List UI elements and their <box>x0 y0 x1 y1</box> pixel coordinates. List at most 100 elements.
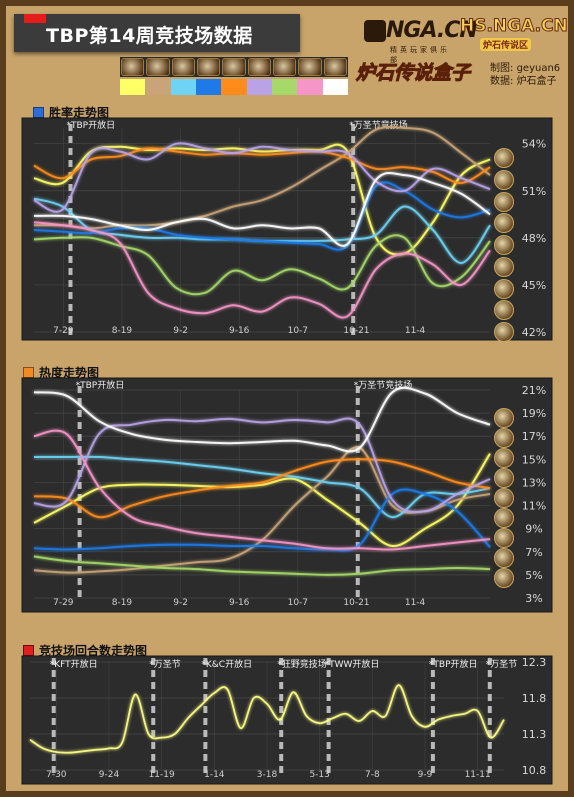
winrate-y-tick: 48% <box>522 232 546 245</box>
rounds-annotation-label: *万圣节 <box>486 659 518 670</box>
rounds-y-tick: 11.8 <box>522 692 547 705</box>
warrior-icon <box>494 568 514 588</box>
rounds-annotation-label: *万圣节 <box>149 659 181 670</box>
winrate-series-line-7 <box>33 234 491 296</box>
popularity-x-tick: 11-4 <box>405 598 426 608</box>
mage-icon <box>494 191 514 212</box>
winrate-chart: 54% 51% 48% 45% 42% 7-29 8-19 9-2 9-16 10-7 10-21 1… <box>21 117 553 341</box>
hunter-icon <box>494 428 514 448</box>
winrate-y-tick: 45% <box>522 279 546 292</box>
winrate-series-line-2 <box>33 126 491 230</box>
rogue-icon <box>494 508 514 528</box>
priest-icon <box>494 235 514 256</box>
nga-logo-text: NGA.CN <box>386 18 478 43</box>
rounds-chart: 12.3 11.8 11.3 10.8 7-30 9-24 11-19 1-14 3-18 5-1… <box>21 655 553 785</box>
popularity-x-tick: 9-16 <box>229 598 250 608</box>
warrior-icon <box>494 322 514 343</box>
credit-data-label: 数据: <box>490 76 514 87</box>
druid-icon <box>121 58 145 76</box>
warlock-icon <box>494 300 514 321</box>
hs-logo-subtitle: 炉石传说区 <box>480 38 532 51</box>
rogue-icon <box>494 256 514 277</box>
legend-swatch-2 <box>145 79 171 95</box>
popularity-y-tick: 11% <box>522 500 546 513</box>
winrate-x-tick: 11-4 <box>405 326 426 336</box>
rounds-x-tick: 1-14 <box>204 770 225 780</box>
priest-icon <box>222 58 246 76</box>
rounds-series-line-1 <box>29 684 505 754</box>
rounds-annotation-label: *KFT开放日 <box>50 658 98 670</box>
credit-made-value: geyuan6 <box>516 63 561 74</box>
mage-icon <box>494 448 514 468</box>
paladin-icon <box>494 468 514 488</box>
shaman-icon <box>494 528 514 548</box>
rounds-y-tick: 10.8 <box>522 764 547 777</box>
rounds-annotation-label: *狂野竞技场 <box>277 658 327 670</box>
warlock-icon <box>494 548 514 568</box>
legend-swatch-5 <box>221 79 247 95</box>
popularity-y-tick: 19% <box>522 407 546 420</box>
paladin-icon <box>196 58 221 76</box>
hunter-icon <box>146 58 170 76</box>
shaman-icon <box>494 278 514 299</box>
winrate-x-tick: 9-2 <box>173 326 188 336</box>
popularity-series-line-5 <box>33 458 491 519</box>
winrate-y-tick: 54% <box>522 138 546 151</box>
nga-logo-subtitle: 精英玩家俱乐部 <box>390 46 450 64</box>
popularity-y-tick: 21% <box>522 384 546 397</box>
legend-swatch-9 <box>322 79 348 95</box>
credits: 制图: geyuan6 数据: 炉石盒子 <box>490 62 560 88</box>
title-bar <box>14 14 300 52</box>
popularity-y-tick: 15% <box>522 453 546 466</box>
winrate-x-tick: 7-29 <box>53 326 74 336</box>
paladin-icon <box>494 213 514 234</box>
rogue-icon <box>247 58 271 76</box>
class-icon-strip <box>120 57 348 77</box>
popularity-series-line-9 <box>33 386 491 453</box>
rounds-x-tick: 9-9 <box>418 770 433 780</box>
popularity-y-tick: 3% <box>525 592 542 605</box>
class-color-legend <box>120 79 348 95</box>
winrate-series-line-4 <box>33 181 491 251</box>
winrate-series-line-8 <box>33 221 491 319</box>
popularity-series-line-6 <box>33 417 491 513</box>
legend-swatch-6 <box>246 79 272 95</box>
winrate-series-line-1 <box>33 143 491 256</box>
nga-logo: NGA.CN 精英玩家俱乐部 <box>364 16 478 64</box>
hs-logo-text: HS.NGA.CN <box>460 16 569 37</box>
popularity-series-line-3 <box>33 455 491 519</box>
legend-swatch-8 <box>297 79 323 95</box>
legend-swatch-1 <box>120 79 146 95</box>
hs-nga-logo: HS.NGA.CN 炉石传说区 <box>458 16 568 56</box>
warlock-icon <box>298 58 322 76</box>
rounds-title-text: 竞技场回合数走势图 <box>39 644 148 658</box>
rounds-annotation-label: *K&C开放日 <box>201 658 252 670</box>
winrate-title-text: 胜率走势图 <box>49 106 110 120</box>
popularity-series-line-7 <box>33 555 491 576</box>
page-title: TBP第14周竞技场数据 <box>46 25 253 47</box>
title-accent <box>24 14 46 23</box>
mage-icon <box>171 58 195 76</box>
rounds-x-tick: 5-13 <box>309 770 329 780</box>
rounds-annotation-label: *TBP开放日 <box>429 658 478 670</box>
legend-swatch-7 <box>271 79 298 95</box>
popularity-series-line-8 <box>33 429 491 551</box>
winrate-series-line-6 <box>33 142 491 213</box>
rounds-x-tick: 7-30 <box>46 770 67 780</box>
hunter-icon <box>494 169 514 190</box>
druid-icon <box>494 408 514 428</box>
popularity-y-tick: 17% <box>522 430 546 443</box>
credit-made-label: 制图: <box>490 63 514 74</box>
druid-icon <box>494 148 514 168</box>
rounds-panel-title: 竞技场回合数走势图 <box>23 642 147 659</box>
popularity-x-tick: 10-21 <box>343 598 369 608</box>
warrior-icon <box>323 58 347 76</box>
popularity-annotation-label: *万圣节竞技场 <box>354 379 413 391</box>
rounds-x-tick: 7-8 <box>365 770 380 780</box>
popularity-x-tick: 9-2 <box>173 598 188 608</box>
nga-logo-mark <box>364 20 386 42</box>
legend-swatch-3 <box>170 79 196 95</box>
winrate-x-tick: 10-7 <box>288 326 308 336</box>
popularity-y-tick: 7% <box>525 546 542 559</box>
